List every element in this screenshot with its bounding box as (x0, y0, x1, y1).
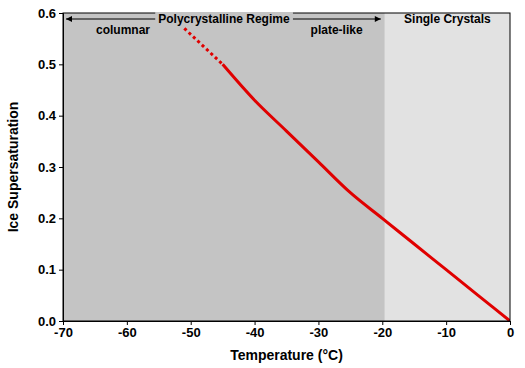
y-tick: 0.3 (38, 160, 63, 175)
x-tick-label: -40 (246, 325, 265, 340)
y-tick: 0.2 (38, 211, 63, 226)
x-tick-label: -50 (182, 325, 201, 340)
chart: -70 -60 -50 -40 -30 -20 -10 0 0.0 0.1 0.2 0.3 0.4 0.5… (0, 0, 525, 368)
y-tick: 0.0 (38, 314, 63, 329)
y-axis: 0.0 0.1 0.2 0.3 0.4 0.5 0.6 (38, 6, 64, 329)
arrow-head (375, 16, 381, 22)
y-tick-label: 0.2 (38, 211, 56, 226)
annotation-bg (155, 12, 293, 26)
background-single (385, 13, 510, 321)
y-tick-label: 0.1 (38, 262, 56, 277)
frame (63, 13, 510, 321)
y-tick: 0.5 (38, 57, 63, 72)
x-tick-label: -70 (54, 325, 73, 340)
y-tick-mark (59, 167, 63, 168)
annotations: Polycrystalline Regime columnar plate-like… (66, 12, 491, 37)
plot: -70 -60 -50 -40 -30 -20 -10 0 0.0 0.1 0.2 0.3 0.4 0.5… (38, 6, 514, 341)
annotation: Polycrystalline Regime (158, 12, 290, 26)
curve (184, 28, 222, 64)
x-tick: -30 (310, 321, 329, 340)
x-tick-label: -10 (437, 325, 456, 340)
x-tick: -20 (373, 321, 392, 340)
curve (223, 64, 510, 321)
y-tick-mark (59, 321, 63, 322)
x-tick: -70 (54, 321, 73, 340)
y-tick: 0.4 (38, 108, 63, 123)
y-tick-mark (59, 13, 63, 14)
y-tick-mark (59, 218, 63, 219)
x-tick: -50 (182, 321, 201, 340)
y-axis-title: Ice Supersaturation (5, 102, 21, 233)
x-tick: -60 (118, 321, 137, 340)
y-tick: 0.1 (38, 262, 63, 277)
y-tick-label: 0.5 (38, 57, 56, 72)
annotation: Single Crystals (404, 12, 491, 26)
arrow-head (66, 16, 72, 22)
y-tick-mark (59, 64, 63, 65)
y-tick-label: 0.4 (38, 108, 57, 123)
y-tick-mark (59, 116, 63, 117)
x-axis-title: Temperature (°C) (230, 347, 343, 363)
x-tick: -40 (246, 321, 265, 340)
y-tick-label: 0.3 (38, 160, 56, 175)
x-tick-label: -30 (310, 325, 329, 340)
y-tick: 0.6 (38, 6, 63, 21)
y-tick-label: 0.6 (38, 6, 56, 21)
background-poly (63, 13, 385, 321)
x-tick-label: -20 (373, 325, 392, 340)
annotation: plate-like (311, 23, 363, 37)
x-tick-label: 0 (507, 325, 514, 340)
x-tick: 0 (507, 321, 514, 340)
x-tick: -10 (437, 321, 456, 340)
y-axis-line (59, 14, 64, 322)
x-axis: -70 -60 -50 -40 -30 -20 -10 0 (54, 321, 514, 340)
y-tick-mark (59, 270, 63, 271)
x-tick-label: -60 (118, 325, 137, 340)
annotation: columnar (96, 23, 150, 37)
y-tick-label: 0.0 (38, 314, 56, 329)
marks (184, 28, 510, 321)
